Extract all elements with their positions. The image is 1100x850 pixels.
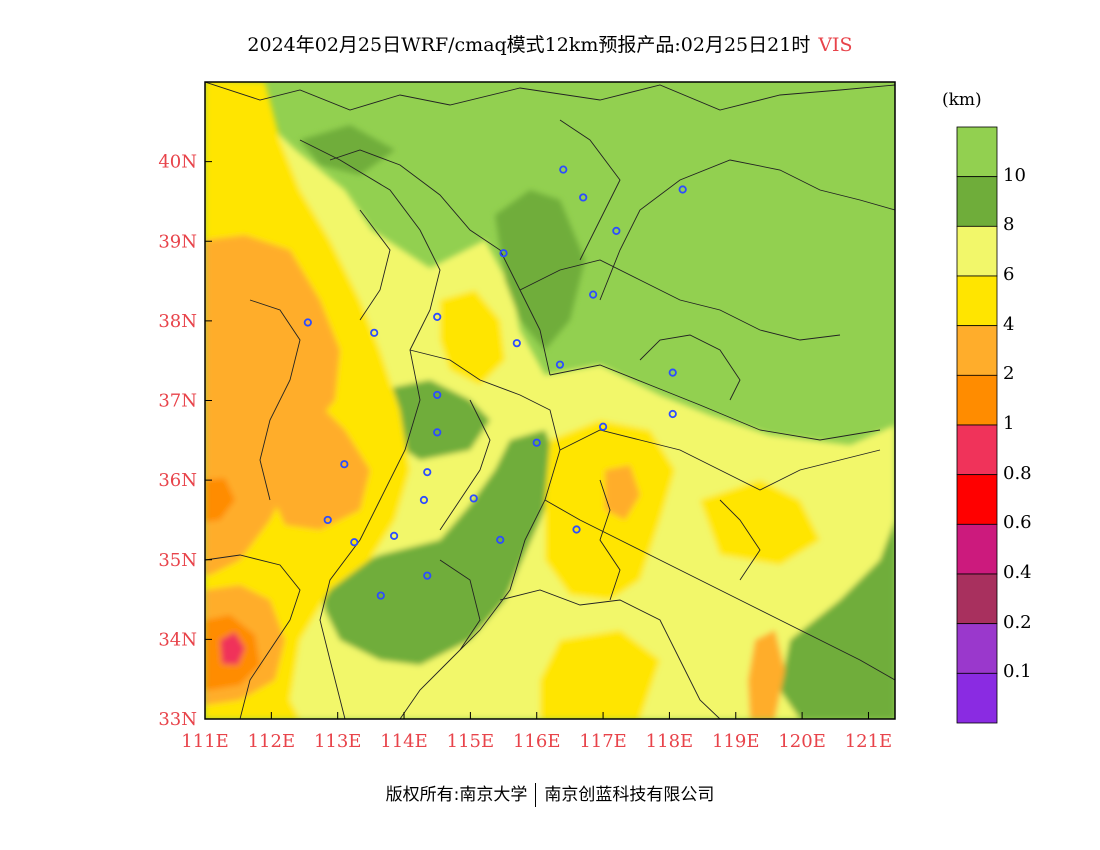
city-marker-icon [433, 428, 442, 437]
field-yellow-hebei [440, 290, 505, 385]
city-marker-icon [303, 318, 312, 327]
lon-tick-label: 117E [579, 731, 627, 752]
lat-tick-label: 33N [158, 709, 197, 730]
city-marker-icon [612, 226, 621, 235]
city-marker-icon [532, 438, 541, 447]
field-pink-spot [220, 632, 245, 665]
field-dark-green-south [320, 430, 560, 665]
field-orange-central [265, 395, 370, 530]
lon-tick-label: 113E [314, 731, 362, 752]
city-marker-icon [423, 571, 432, 580]
lon-tick-label: 119E [712, 731, 760, 752]
lon-tick-label: 118E [646, 731, 694, 752]
title-main: 2024年02月25日WRF/cmaq模式12km预报产品:02月25日21时 [247, 34, 811, 56]
footer: 版权所有:南京大学 南京创蓝科技有限公司 [0, 780, 1100, 807]
city-marker-icon [433, 390, 442, 400]
city-marker-icon [423, 468, 432, 477]
admin-boundaries [205, 82, 895, 719]
colorbar-bin [956, 474, 998, 525]
colorbar-label: 0.4 [1003, 562, 1032, 583]
colorbar-label: 0.2 [1003, 611, 1032, 633]
city-marker-icon [559, 165, 568, 174]
field-dark-green-east [780, 520, 895, 719]
colorbar-label: 0.6 [1003, 512, 1032, 534]
lon-tick-label: 121E [845, 731, 893, 752]
city-marker-icon [555, 360, 565, 369]
city-marker-icon [678, 185, 687, 194]
colorbar-bin [956, 275, 998, 327]
colorbar-bin [956, 573, 998, 625]
field-orange-shandong [605, 465, 640, 520]
city-marker-icon [589, 290, 598, 299]
colorbar-bin [956, 126, 998, 178]
lat-tick-label: 40N [158, 152, 197, 173]
city-marker-icon [419, 495, 429, 505]
colorbar-label: 6 [1003, 264, 1015, 285]
lat-tick-label: 39N [158, 231, 197, 252]
city-markers [303, 165, 687, 600]
city-marker-icon [350, 538, 359, 547]
footer-separator [535, 783, 537, 807]
lon-tick-label: 112E [248, 731, 296, 752]
colorbar-bin [956, 672, 998, 724]
colorbar-label: 1 [1003, 413, 1015, 434]
colorbar-unit: (km) [942, 90, 982, 110]
city-marker-icon [323, 515, 332, 525]
lat-tick-label: 36N [158, 470, 197, 491]
city-marker-icon [389, 531, 399, 540]
visibility-field [205, 82, 895, 719]
city-marker-icon [370, 328, 379, 337]
field-dark-green-ridge [495, 190, 585, 350]
colorbar-label: 2 [1003, 363, 1015, 385]
city-marker-icon [598, 422, 608, 431]
colorbar-label: 0.1 [1003, 661, 1032, 683]
city-marker-icon [512, 339, 521, 348]
longitude-axis: 111E 112E 113E 114E 115E 116E 117E 118E 119E 120E… [181, 712, 892, 752]
colorbar-bin [956, 325, 998, 376]
colorbar [956, 126, 998, 724]
lon-tick-label: 114E [380, 731, 428, 752]
city-marker-icon [433, 312, 442, 321]
field-yellow-south [540, 630, 660, 719]
colorbar-bin [956, 225, 998, 277]
colorbar-label: 8 [1003, 214, 1015, 236]
city-marker-icon [340, 460, 349, 469]
city-marker-icon [376, 591, 385, 600]
city-marker-icon [499, 249, 508, 258]
lat-tick-label: 37N [158, 391, 197, 412]
lat-tick-label: 38N [158, 311, 197, 332]
lat-tick-label: 34N [158, 629, 197, 650]
footer-copyright: 版权所有:南京大学 [385, 785, 528, 805]
field-dark-green-hebei [380, 380, 490, 460]
lon-tick-label: 116E [513, 731, 561, 752]
colorbar-label: 10 [1003, 164, 1026, 186]
colorbar-label: 0.8 [1003, 462, 1032, 484]
field-orange-south [748, 630, 785, 719]
city-marker-icon [579, 193, 588, 202]
latitude-axis: 33N 34N 35N 36N 37N 38N 39N 40N [158, 152, 212, 730]
lat-tick-label: 35N [158, 550, 197, 571]
lon-tick-label: 111E [181, 731, 229, 752]
lon-tick-label: 120E [778, 731, 826, 752]
field-dark-green-north [300, 125, 395, 175]
colorbar-bin [956, 374, 998, 426]
colorbar-label: 4 [1003, 313, 1015, 335]
city-marker-icon [469, 494, 478, 503]
colorbar-bin [956, 623, 998, 674]
map-title: 2024年02月25日WRF/cmaq模式12km预报产品:02月25日21时 V… [0, 30, 1100, 57]
footer-company: 南京创蓝科技有限公司 [544, 785, 715, 805]
colorbar-bin [956, 523, 998, 575]
colorbar-bin [956, 176, 998, 227]
field-deep-orange-west [205, 478, 235, 522]
colorbar-bin [956, 424, 998, 476]
city-marker-icon [668, 409, 677, 419]
field-yellow-east [700, 480, 820, 565]
lon-tick-label: 115E [447, 731, 495, 752]
city-marker-icon [668, 368, 677, 377]
title-variable: VIS [818, 34, 853, 56]
city-marker-icon [572, 525, 581, 534]
city-marker-icon [496, 535, 505, 544]
